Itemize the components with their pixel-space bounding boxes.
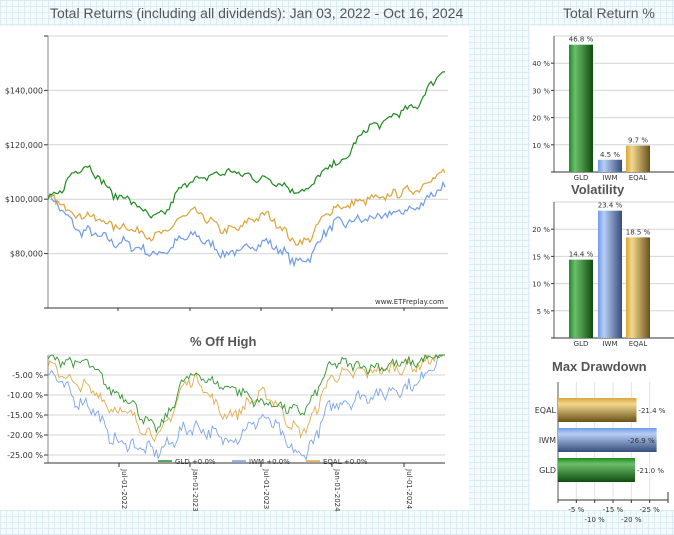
bar-iwm <box>558 428 657 452</box>
x-tick-label: Jul-01-2024 <box>405 468 413 510</box>
main-panel <box>0 26 469 510</box>
y-tick-label: $80,000 <box>10 250 43 259</box>
y-tick-label: 5 % <box>537 308 551 316</box>
bar-eqal <box>558 398 637 422</box>
x-category-label: GLD <box>574 340 589 348</box>
y-tick-label: -10.00 % <box>7 391 43 400</box>
y-tick-label: 30 % <box>532 87 550 95</box>
y-tick-label: -20.00 % <box>7 431 43 440</box>
y-category-label: GLD <box>539 466 556 475</box>
x-tick-label: Jul-01-2022 <box>120 468 128 509</box>
bar-gld <box>569 44 593 173</box>
bar-iwm <box>598 210 622 338</box>
x-category-label: IWM <box>602 174 617 182</box>
series-line-eqal <box>47 168 446 246</box>
series-line-iwm <box>47 180 446 268</box>
x-tick-label: Jan-01-2023 <box>191 468 199 512</box>
max-drawdown-bar-chart: -5 %-10 % -15 % -20 % -25 % EQAL -21.4 % IWM -2… <box>535 382 669 524</box>
y-tick-label: 40 % <box>532 60 550 68</box>
bar-iwm <box>598 159 622 172</box>
watermark: www.ETFreplay.com <box>375 298 444 306</box>
x-category-label: GLD <box>574 174 589 182</box>
bar-gld <box>558 458 635 482</box>
x-category-label: EQAL <box>629 174 648 182</box>
drawdown-chart: -5.00 % -10.00 % -15.00 % -20.00 % -25.00 % J… <box>7 353 445 512</box>
bar-value-label: -21.4 % <box>638 407 665 415</box>
x-tick-label: -20 % <box>621 516 642 524</box>
total-return-bar-chart: 10 % 20 % 30 % 40 % 46.8 % GLD 4.5 % IWM 9.7 % EQ… <box>532 35 674 182</box>
x-tick-label: -5 % <box>568 506 584 514</box>
legend-label-gld: GLD +0.0% <box>175 458 216 466</box>
legend-label-eqal: EQAL +0.0% <box>323 458 368 466</box>
bar-value-label: 14.4 % <box>569 251 594 259</box>
bar-value-label: -26.9 % <box>628 437 655 445</box>
y-tick-label: $120,000 <box>5 141 43 150</box>
x-tick-label: Jan-01-2024 <box>333 468 341 512</box>
y-tick-label: 15 % <box>532 253 550 261</box>
x-category-label: EQAL <box>629 340 648 348</box>
y-tick-label: 20 % <box>532 115 550 123</box>
volatility-bar-chart: 5 % 10 % 15 % 20 % 14.4 % GLD 23.4 % IWM 18.5 % E… <box>532 201 674 348</box>
total-returns-chart: $80,000 $100,000 $120,000 $140,000 <box>5 35 448 311</box>
main-chart-title: Total Returns (including all dividends):… <box>50 5 464 21</box>
y-tick-label: $100,000 <box>5 195 43 204</box>
y-category-label: IWM <box>539 436 556 445</box>
y-tick-label: -15.00 % <box>7 411 43 420</box>
x-category-label: IWM <box>602 340 617 348</box>
total-return-title: Total Return % <box>563 5 655 21</box>
bar-eqal <box>626 145 650 172</box>
y-tick-label: -25.00 % <box>7 451 43 460</box>
x-tick-label: -15 % <box>603 506 624 514</box>
x-tick-label: -25 % <box>640 506 661 514</box>
bar-eqal <box>626 237 650 338</box>
bar-value-label: -21.0 % <box>637 467 664 475</box>
drawdown-line-gld <box>47 353 445 434</box>
max-drawdown-title: Max Drawdown <box>552 359 647 374</box>
x-tick-label: -10 % <box>585 516 606 524</box>
volatility-title: Volatility <box>571 182 625 197</box>
bar-value-label: 23.4 % <box>598 202 623 210</box>
y-tick-label: 10 % <box>532 142 550 150</box>
drawdown-title: % Off High <box>190 334 257 349</box>
y-category-label: EQAL <box>535 406 557 415</box>
y-tick-label: $140,000 <box>5 86 43 95</box>
y-tick-label: 10 % <box>532 281 550 289</box>
drawdown-line-iwm <box>47 354 445 461</box>
y-tick-label: 20 % <box>532 226 550 234</box>
legend-label-iwm: IWM +0.0% <box>249 458 290 466</box>
bar-value-label: 4.5 % <box>600 151 620 159</box>
x-tick-label: Jul-01-2023 <box>262 468 270 509</box>
bar-value-label: 9.7 % <box>628 137 648 145</box>
bar-gld <box>569 259 593 338</box>
y-tick-label: -5.00 % <box>12 371 43 380</box>
series-line-gld <box>47 71 446 219</box>
bar-value-label: 46.8 % <box>569 36 594 44</box>
bar-value-label: 18.5 % <box>626 228 651 236</box>
